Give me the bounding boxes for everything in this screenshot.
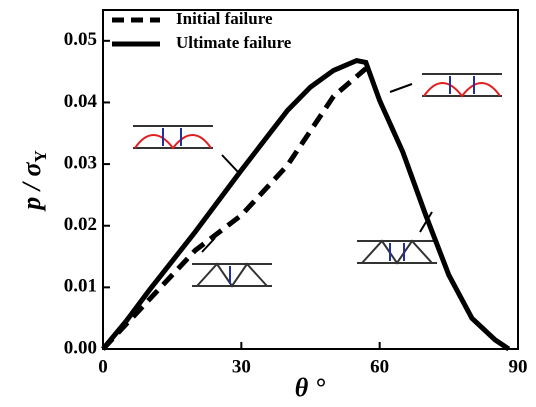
arrow [201, 237, 216, 253]
inset-truss [357, 239, 437, 265]
legend-label: Initial failure [176, 9, 273, 28]
x-tick-label: 90 [509, 356, 528, 377]
y-axis-label: p / σY [17, 150, 50, 212]
x-tick-label: 30 [232, 356, 251, 377]
y-tick-label: 0.03 [64, 152, 97, 173]
inset-truss [192, 262, 272, 288]
inset-truss [133, 125, 213, 150]
arrow [221, 154, 239, 173]
line-series [101, 57, 511, 352]
arrow [389, 83, 413, 93]
x-axis-label: θ ° [295, 373, 326, 402]
y-tick-label: 0.01 [64, 276, 97, 297]
y-axis-label-sub: Y [31, 150, 50, 162]
y-tick-label: 0.05 [64, 29, 97, 50]
inset-truss [422, 73, 502, 98]
insets [133, 73, 502, 288]
x-tick-label: 60 [370, 356, 389, 377]
y-axis-label-main: p / σ [17, 162, 46, 212]
x-tick-label: 0 [98, 356, 108, 377]
line-series [101, 66, 368, 351]
legend-label: Ultimate failure [176, 33, 292, 52]
y-tick-label: 0.04 [64, 91, 98, 112]
y-tick-label: 0.02 [64, 214, 97, 235]
y-axis-label-group: p / σY [17, 150, 50, 212]
y-tick-label: 0.00 [64, 337, 97, 358]
plot-frame [102, 9, 519, 350]
